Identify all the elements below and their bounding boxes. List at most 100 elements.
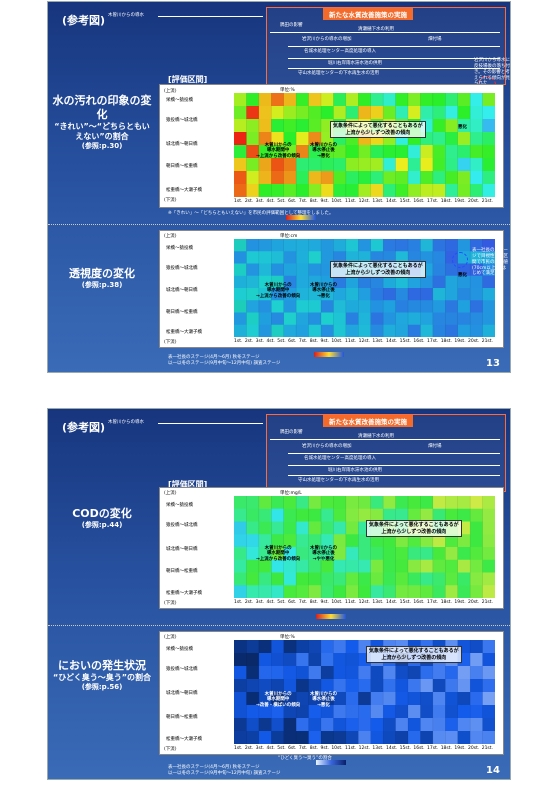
row-label: 猿投橋～城北橋 — [166, 118, 198, 123]
x-tick-label: 17st. — [427, 199, 439, 204]
annotation-mid: 木曽川からの 導水停止後 →悪化 — [310, 143, 337, 159]
x-tick-label: 10st. — [331, 199, 343, 204]
timeline-item: 名城水処理センター高度処理の導入 — [304, 49, 376, 54]
x-tick-label: 9st. — [320, 746, 329, 751]
x-tick-label: 8st. — [309, 600, 319, 605]
chart-odor: (上流) 単位:% 栄橋～猿投橋 猿投橋～城北橋 城北橋～朝日橋 朝日橋～松重橋… — [159, 631, 504, 755]
row-label: 松重橋～大瀬子橋 — [166, 188, 202, 193]
x-tick-label: 14st. — [386, 746, 398, 751]
slide-page-14: (参考図) 新たな水質改善施策の実施 木曽川からの導水 隅田の影響 清瀬樋下水の… — [47, 408, 511, 780]
x-tick-label: 18st. — [440, 199, 452, 204]
x-tick-label: 9st. — [320, 600, 329, 605]
x-tick-label: 13st. — [372, 600, 384, 605]
highlight-circle — [452, 252, 468, 268]
legend-bar — [316, 760, 346, 765]
x-axis: 1st. 2st. 3st. 4st. 5st. 6st. 7st. 8st. 9st. 10st… — [234, 339, 493, 344]
timeline-line — [158, 423, 263, 424]
x-axis: 1st. 2st. 3st. 4st. 5st. 6st. 7st. 8st. 9st. 10st… — [234, 199, 493, 204]
footnote: 表一社長のステージ(4月～6月) 秋冬ステージ 以一以冬のステージ(9月中旬～1… — [168, 355, 281, 366]
timeline-item: 守山水処理センターの下水再生水の活用 — [298, 478, 379, 483]
timeline-line — [288, 453, 500, 454]
x-tick-label: 3st. — [255, 339, 265, 344]
x-tick-label: 16st. — [413, 339, 425, 344]
timeline-item: 堀川右岸雨水滞水池の供用 — [328, 61, 382, 66]
timeline-item: 岩沢川からの導水の増加 — [302, 444, 352, 449]
x-tick-label: 7st. — [298, 339, 308, 344]
x-tick-label: 6st. — [288, 600, 297, 605]
right-note: 岩沢川から導水に反技場後の落ち付き。その影響と考えられる傾向が見られた — [474, 58, 510, 86]
section-label-odor: においの発生状況 “ひどく臭う～臭う”の割合 (参照:p.56) — [52, 659, 152, 691]
section-label-water-impression: 水の汚れの印象の変化 “きれい”～“どちらともいえない”の割合 (参照:p.30… — [52, 94, 152, 150]
x-tick-label: 21st. — [481, 746, 493, 751]
slide-page-13: (参考図) 新たな水質改善施策の実施 木曽川からの導水 隅田の影響 清瀬樋下水の… — [47, 1, 511, 373]
x-tick-label: 10st. — [331, 746, 343, 751]
annotation-main: 気象条件によって悪化することもあるが 上流から少しずつ改善の傾向 — [366, 646, 462, 663]
x-tick-label: 5st. — [277, 339, 286, 344]
row-label: 松重橋～大瀬子橋 — [166, 737, 202, 742]
x-tick-label: 11st. — [344, 199, 357, 204]
annotation-mid: 木曽川からの 導水停止後 →やや悪化 — [310, 546, 337, 562]
eval-label: [評価区間] — [168, 75, 208, 84]
row-label: 松重橋～大瀬子橋 — [166, 330, 202, 335]
chart-cod: (上流) 単位:mg/L 栄橋～猿投橋 猿投橋～城北橋 城北橋～朝日橋 朝日橋～… — [159, 487, 504, 609]
chart-water-impression: (上流) 単位:% 栄橋～猿投橋 猿投橋～城北橋 城北橋～朝日橋 朝日橋～松重橋… — [159, 84, 504, 208]
x-tick-label: 1st. — [234, 600, 243, 605]
x-tick-label: 20st. — [468, 339, 480, 344]
x-tick-label: 7st. — [298, 746, 308, 751]
chart-transparency: (上流) 単位:cm 栄橋～猿投橋 猿投橋～城北橋 城北橋～朝日橋 朝日橋～松重… — [159, 230, 504, 348]
slide-title: (参考図) — [62, 421, 106, 434]
timeline-item: 木曽川からの導水 — [108, 13, 144, 18]
timeline-item: 隅田の影響 — [280, 23, 303, 28]
x-tick-label: 9st. — [320, 339, 329, 344]
x-tick-label: 12st. — [358, 339, 370, 344]
x-tick-label: 17st. — [427, 339, 439, 344]
timeline-item: 隅田の影響 — [280, 430, 303, 435]
annotation-right: 悪化 — [458, 125, 467, 130]
timeline-line — [158, 16, 263, 17]
annotation-mid: 木曽川からの 導水停止後 →悪化 — [310, 283, 337, 299]
x-tick-label: 8st. — [309, 339, 319, 344]
slide-title: (参考図) — [62, 14, 106, 27]
x-axis: 1st. 2st. 3st. 4st. 5st. 6st. 7st. 8st. 9st. 10st… — [234, 600, 493, 605]
timeline-line — [288, 68, 500, 69]
row-label: 猿投橋～城北橋 — [166, 266, 198, 271]
row-label: 松重橋～大瀬子橋 — [166, 591, 202, 596]
x-tick-label: 11st. — [344, 339, 357, 344]
x-tick-label: 15st. — [399, 746, 411, 751]
x-tick-label: 5st. — [277, 199, 286, 204]
annotation-main: 気象条件によって悪化することもあるが 上流から少しずつ改善の傾向 — [366, 520, 462, 537]
annotation-main: 気象条件によって悪化することもあるが 上流から少しずつ改善の傾向 — [330, 121, 426, 138]
x-tick-label: 21st. — [481, 199, 493, 204]
eval-label: [評価区間] — [168, 480, 208, 489]
x-tick-label: 6st. — [288, 746, 297, 751]
timeline-item: 堀川右岸雨水滞水池の供用 — [328, 468, 382, 473]
x-tick-label: 11st. — [344, 746, 357, 751]
x-tick-label: 8st. — [309, 746, 319, 751]
x-tick-label: 5st. — [277, 600, 286, 605]
timeline-item: 畑付場 — [428, 37, 442, 42]
heatmap-1 — [234, 93, 495, 197]
timeline-item: 畑付場 — [428, 444, 442, 449]
x-tick-label: 7st. — [298, 199, 308, 204]
x-tick-label: 2st. — [244, 339, 254, 344]
x-tick-label: 19st. — [454, 600, 466, 605]
x-tick-label: 3st. — [255, 199, 265, 204]
timeline-line — [288, 46, 500, 47]
row-label: 栄橋～猿投橋 — [166, 98, 193, 103]
x-tick-label: 2st. — [244, 199, 254, 204]
annotation-left: 木曽川からの 導水期間中 →上流から改善の傾向 — [256, 283, 301, 299]
x-tick-label: 15st. — [399, 600, 411, 605]
x-axis: 1st. 2st. 3st. 4st. 5st. 6st. 7st. 8st. 9st. 10st… — [234, 746, 493, 751]
x-tick-label: 2st. — [244, 746, 254, 751]
x-tick-label: 13st. — [372, 339, 384, 344]
x-tick-label: 3st. — [255, 600, 265, 605]
annotation-right: 悪化 — [458, 273, 467, 278]
x-tick-label: 14st. — [386, 339, 398, 344]
legend-bar — [316, 614, 346, 619]
x-tick-label: 17st. — [427, 600, 439, 605]
x-tick-label: 18st. — [440, 746, 452, 751]
row-label: 栄橋～猿投橋 — [166, 246, 193, 251]
heatmap-2 — [234, 239, 495, 337]
x-tick-label: 16st. — [413, 600, 425, 605]
x-tick-label: 5st. — [277, 746, 286, 751]
